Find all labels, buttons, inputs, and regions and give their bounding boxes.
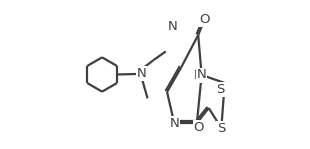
Text: N: N bbox=[137, 67, 146, 80]
Text: N: N bbox=[193, 69, 203, 83]
Text: S: S bbox=[217, 122, 225, 135]
Text: N: N bbox=[137, 67, 146, 80]
Text: N: N bbox=[168, 20, 177, 33]
Text: N: N bbox=[137, 67, 146, 80]
Text: O: O bbox=[199, 13, 210, 27]
Text: S: S bbox=[216, 83, 225, 96]
Text: N: N bbox=[197, 68, 206, 82]
Text: N: N bbox=[169, 117, 179, 130]
Text: O: O bbox=[194, 121, 204, 134]
